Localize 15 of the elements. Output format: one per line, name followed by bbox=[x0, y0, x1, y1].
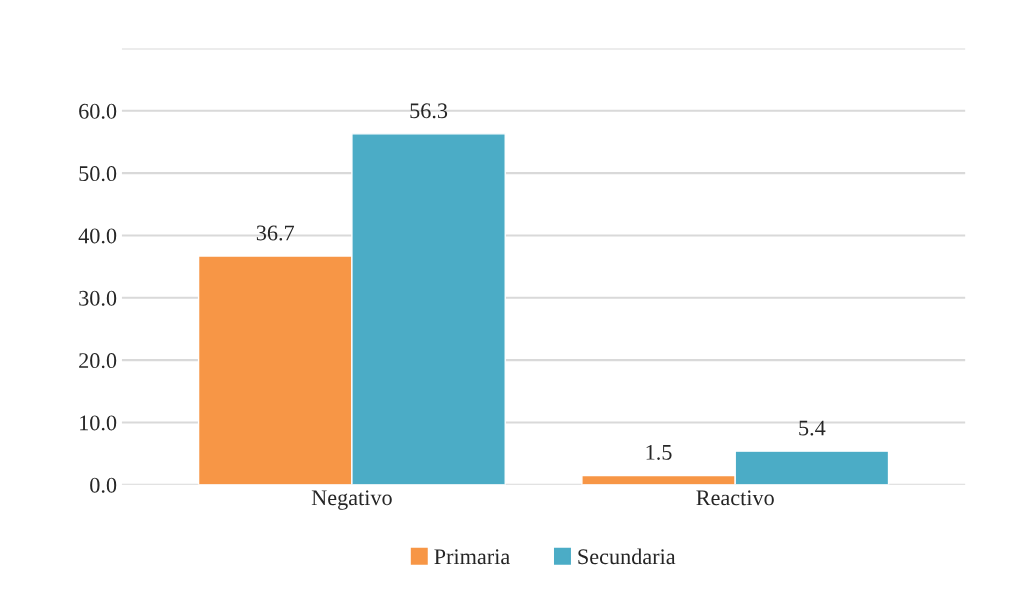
data-label: 5.4 bbox=[799, 420, 826, 436]
y-tick-label: 50.0 bbox=[79, 166, 117, 182]
y-tick-label: 30.0 bbox=[79, 290, 117, 306]
y-tick-label: 40.0 bbox=[78, 228, 117, 244]
y-tick-label: 0.0 bbox=[90, 477, 117, 493]
y-tick-label: 20.0 bbox=[79, 353, 117, 369]
legend-label: Secundaria bbox=[578, 548, 676, 565]
data-label: 1.5 bbox=[646, 444, 672, 460]
legend-label: Primaria bbox=[434, 549, 510, 565]
y-tick-label: 60.0 bbox=[79, 103, 117, 119]
x-tick-label: Reactivo bbox=[696, 490, 774, 506]
data-label: 36.7 bbox=[256, 225, 295, 241]
x-tick-label: Negativo bbox=[311, 490, 392, 510]
y-tick-label: 10.0 bbox=[80, 415, 117, 431]
data-label: 56.3 bbox=[410, 103, 448, 119]
